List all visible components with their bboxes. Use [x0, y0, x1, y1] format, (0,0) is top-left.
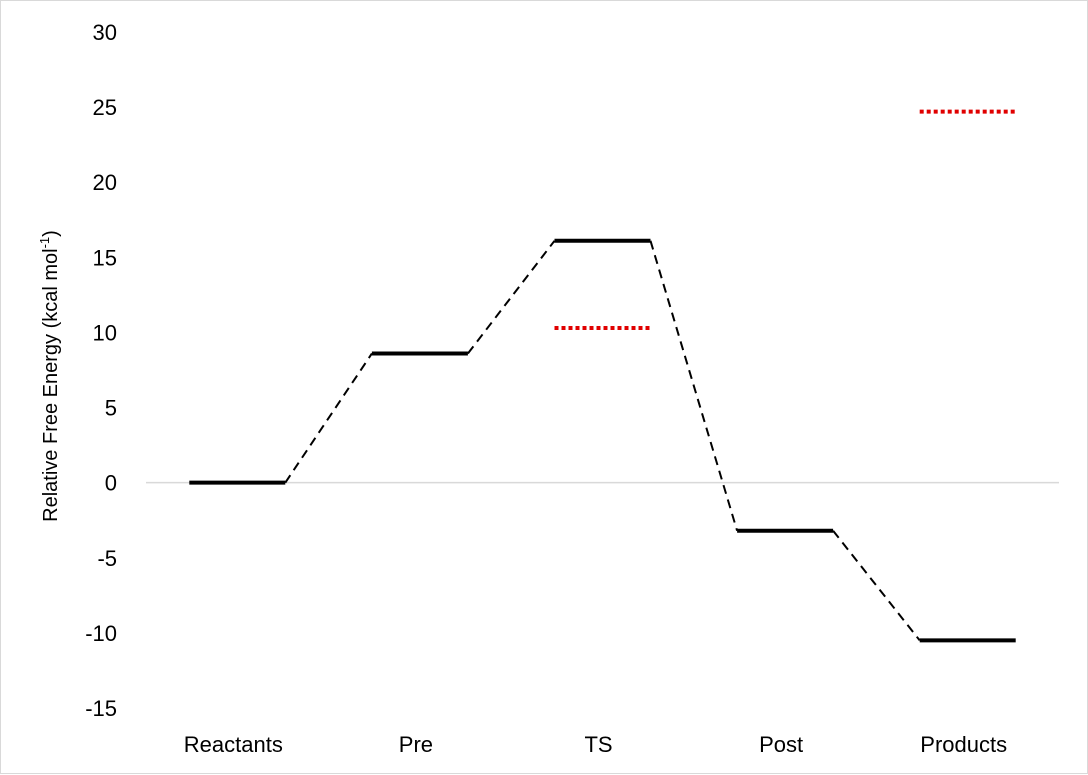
y-axis-label-main: Relative Free Energy (kcal mol [40, 248, 62, 521]
y-tick-label: 25 [93, 95, 117, 120]
x-category-label: Pre [399, 732, 433, 757]
dashed-connector [832, 530, 921, 642]
dashed-connector [284, 352, 373, 484]
y-tick-label: 20 [93, 170, 117, 195]
y-axis-label: Relative Free Energy (kcal mol-1) [37, 230, 62, 522]
dashed-connectors [284, 240, 921, 642]
dashed-connector [649, 240, 739, 532]
y-tick-label: -10 [85, 621, 117, 646]
y-tick-label: 5 [105, 396, 117, 421]
red-dotted-levels [554, 109, 1016, 330]
x-axis-category-labels: Reactants Pre TS Post Products [184, 732, 1007, 757]
y-tick-label: 30 [93, 20, 117, 45]
x-category-label: Reactants [184, 732, 283, 757]
x-category-label: Post [759, 732, 803, 757]
y-tick-label: -15 [85, 696, 117, 721]
y-axis-label-close: ) [40, 230, 62, 237]
y-tick-label: -5 [97, 546, 117, 571]
y-axis-label-superscript: -1 [37, 237, 52, 249]
y-tick-label: 10 [93, 320, 117, 345]
y-tick-label: 0 [105, 471, 117, 496]
y-tick-label: 15 [93, 245, 117, 270]
x-category-label: Products [920, 732, 1007, 757]
dashed-connector [467, 240, 556, 355]
y-axis-ticks: 30 25 20 15 10 5 0 -5 -10 -15 [85, 20, 117, 721]
x-category-label: TS [584, 732, 612, 757]
energy-levels [189, 238, 1016, 643]
